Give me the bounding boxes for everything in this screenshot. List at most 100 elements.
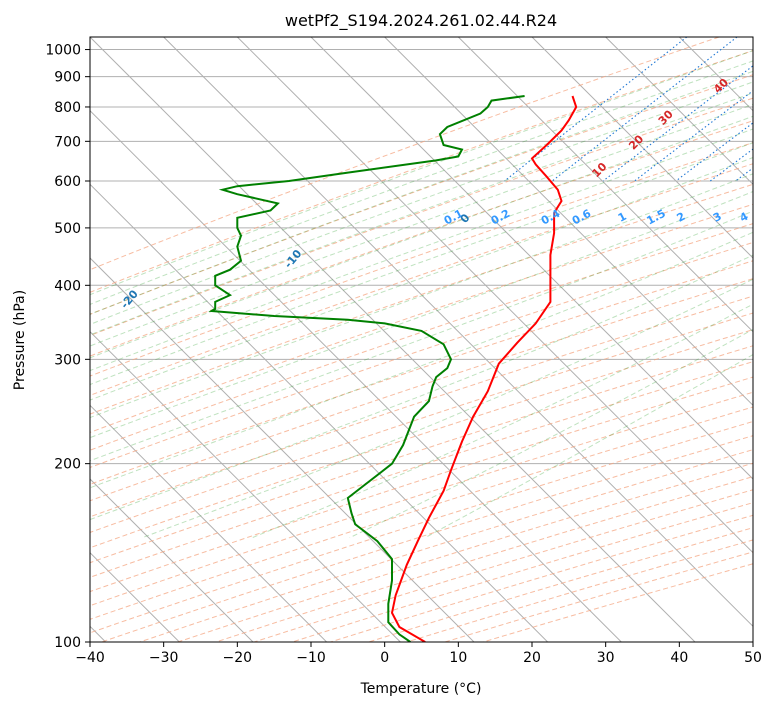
y-tick-label: 700 — [54, 134, 81, 150]
dry-adiabat — [90, 260, 753, 485]
isotherm-line — [90, 404, 328, 642]
x-tick-label: 0 — [380, 650, 389, 666]
series-layer — [208, 95, 578, 642]
dry-adiabat-label: -10 — [282, 247, 305, 271]
y-tick-label: 300 — [54, 352, 81, 368]
moist-adiabat — [90, 231, 753, 489]
dry-adiabat — [90, 120, 753, 357]
dry-adiabat — [90, 329, 753, 549]
y-tick-label: 1000 — [45, 43, 81, 59]
moist-adiabat — [90, 142, 753, 386]
y-tick-label: 500 — [54, 221, 81, 237]
isotherm-line — [90, 478, 254, 642]
moist-adiabat — [90, 254, 753, 521]
mixing-ratio-line — [675, 122, 753, 182]
mixing-ratio-label: 1 — [616, 210, 629, 225]
dry-adiabat — [90, 97, 753, 337]
mixing-ratio-line — [504, 37, 688, 182]
y-tick-label: 400 — [54, 278, 81, 294]
dry-adiabat — [90, 312, 753, 533]
y-axis-label: Pressure (hPa) — [12, 290, 28, 390]
dry-adiabat — [254, 489, 753, 642]
y-tick-label: 600 — [54, 174, 81, 190]
mixing-ratio-label: 0.4 — [539, 207, 563, 228]
moist-adiabat — [90, 173, 753, 419]
isotherm-line — [752, 37, 753, 38]
y-tick-label: 800 — [54, 100, 81, 116]
y-tick-label: 100 — [54, 635, 81, 651]
x-tick-label: −20 — [223, 650, 253, 666]
moist-adiabat — [349, 328, 753, 539]
x-axis-label: Temperature (°C) — [360, 681, 482, 697]
isotherm-line — [678, 37, 753, 112]
dry-adiabat — [215, 476, 753, 642]
isotherm-line — [457, 37, 753, 333]
mixing-ratio-line — [551, 37, 738, 182]
mixing-ratio-label: 1.5 — [644, 207, 667, 228]
x-axis-ticks: −40 −30 −20 −10 0 10 20 30 40 50 — [75, 642, 762, 666]
y-tick-label: 200 — [54, 457, 81, 473]
x-tick-label: 20 — [523, 650, 541, 666]
dry-adiabat-label: 0 — [458, 211, 473, 225]
dry-adiabat — [101, 435, 753, 642]
dry-adiabat — [444, 551, 753, 642]
isotherm-line — [310, 37, 753, 480]
moist-adiabat — [424, 354, 753, 539]
moist-adiabat — [90, 115, 753, 359]
dry-adiabat — [330, 514, 753, 642]
mixing-ratio-label: 4 — [738, 210, 751, 225]
moist-adiabat — [90, 81, 753, 325]
isotherm-line — [384, 37, 753, 407]
moist-adiabat — [90, 103, 753, 347]
dry-adiabat — [90, 50, 753, 293]
mixing-ratio-line — [602, 65, 753, 182]
mixing-ratio-label: 0.6 — [570, 207, 594, 228]
x-tick-label: −40 — [75, 650, 105, 666]
moist-adiabat — [142, 278, 753, 539]
dry-adiabat — [90, 142, 753, 377]
x-tick-label: −10 — [296, 650, 326, 666]
temperature-line — [390, 95, 578, 642]
dry-adiabat — [90, 74, 753, 315]
isotherm-line — [90, 109, 622, 642]
x-tick-label: −30 — [149, 650, 179, 666]
dry-adiabat — [90, 241, 753, 468]
dry-adiabat — [90, 345, 753, 564]
dewpoint-line — [208, 95, 525, 642]
moist-adiabat — [90, 157, 753, 401]
dry-adiabat-label: -20 — [118, 287, 141, 311]
mixing-ratio-line — [709, 148, 753, 182]
dry-adiabat — [90, 223, 753, 451]
moist-adiabat — [90, 210, 753, 462]
moist-adiabat — [90, 92, 753, 336]
isotherm-line — [90, 183, 549, 642]
x-tick-label: 10 — [449, 650, 467, 666]
x-tick-label: 50 — [744, 650, 762, 666]
moist-adiabat-label: 10 — [589, 160, 609, 180]
mixing-ratio-label: 3 — [711, 210, 724, 225]
y-axis-ticks: 100 200 300 400 500 600 700 800 900 1000 — [45, 43, 90, 651]
moist-adiabat — [252, 303, 753, 539]
x-tick-label: 40 — [670, 650, 688, 666]
dry-adiabat — [90, 183, 753, 415]
dry-adiabat — [90, 391, 753, 607]
plot-frame — [89, 36, 754, 643]
moist-adiabat — [90, 191, 753, 439]
dry-adiabat — [90, 361, 753, 578]
moist-adiabat — [90, 70, 753, 315]
mixing-ratio-label: 2 — [675, 210, 688, 225]
dry-adiabat — [90, 295, 753, 518]
moist-adiabat — [90, 50, 753, 296]
isotherm-line — [236, 37, 753, 554]
isotherm-line — [531, 37, 753, 259]
isotherm-line — [605, 37, 753, 186]
isotherm-line — [90, 37, 696, 642]
mixing-ratio-label: 0.2 — [489, 207, 512, 228]
dry-adiabat — [139, 449, 753, 642]
dry-adiabat — [90, 163, 753, 396]
dry-adiabat — [90, 203, 753, 433]
y-tick-label: 900 — [54, 70, 81, 86]
moist-adiabat-label: 40 — [711, 76, 731, 96]
dry-adiabat — [177, 462, 753, 642]
